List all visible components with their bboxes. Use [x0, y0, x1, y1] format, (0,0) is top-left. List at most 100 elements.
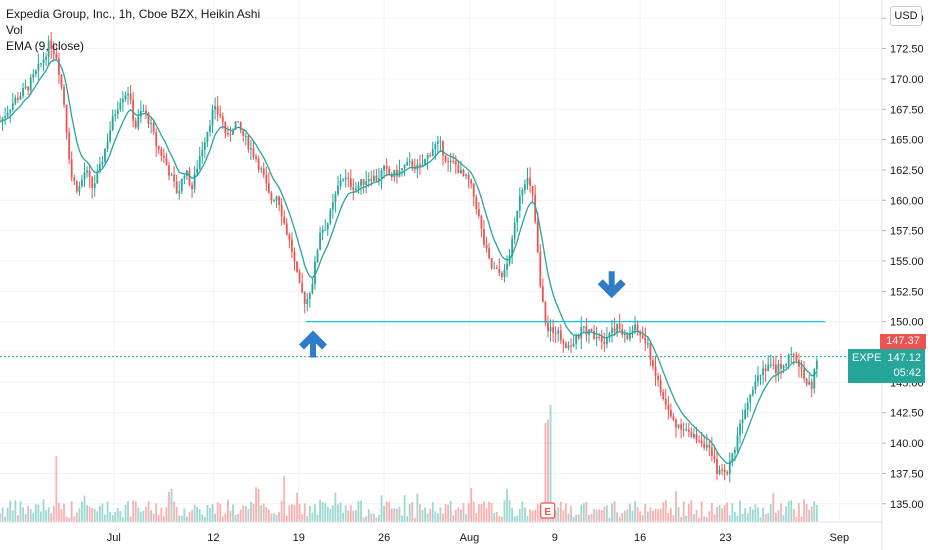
candle-body[interactable]	[652, 360, 654, 367]
candle-body[interactable]	[431, 149, 434, 157]
legend-ema[interactable]: EMA (9, close)	[6, 39, 85, 53]
candle-body[interactable]	[280, 204, 283, 217]
candle-body[interactable]	[649, 343, 652, 361]
candle-body[interactable]	[326, 223, 329, 230]
candle-body[interactable]	[654, 366, 657, 376]
candle-body[interactable]	[214, 106, 216, 110]
candle-body[interactable]	[168, 165, 170, 176]
candle-body[interactable]	[790, 353, 793, 355]
candle-body[interactable]	[421, 165, 424, 167]
candle-body[interactable]	[188, 170, 191, 186]
candle-body[interactable]	[372, 175, 375, 181]
candle-body[interactable]	[429, 155, 432, 157]
candle-body[interactable]	[690, 431, 693, 438]
candle-body[interactable]	[242, 130, 245, 137]
candle-body[interactable]	[234, 121, 237, 130]
candle-body[interactable]	[288, 234, 291, 240]
candle-body[interactable]	[337, 185, 339, 195]
candle-body[interactable]	[70, 159, 73, 178]
candle-body[interactable]	[529, 177, 531, 186]
candle-body[interactable]	[375, 175, 378, 181]
candle-body[interactable]	[749, 394, 752, 403]
down-arrow-icon[interactable]	[597, 271, 626, 299]
candle-body[interactable]	[342, 179, 345, 181]
candle-body[interactable]	[227, 132, 229, 135]
candle-body[interactable]	[500, 272, 503, 277]
candle-body[interactable]	[232, 129, 234, 135]
candle-body[interactable]	[265, 174, 268, 184]
candle-body[interactable]	[744, 409, 747, 420]
candle-body[interactable]	[769, 364, 772, 366]
candle-body[interactable]	[93, 183, 96, 189]
candle-body[interactable]	[787, 354, 790, 364]
candle-body[interactable]	[196, 168, 199, 174]
candle-body[interactable]	[675, 419, 677, 428]
candle-body[interactable]	[370, 179, 373, 181]
candle-body[interactable]	[275, 196, 278, 201]
candle-body[interactable]	[329, 209, 332, 224]
candle-body[interactable]	[623, 334, 626, 336]
candle-body[interactable]	[739, 423, 741, 436]
candle-body[interactable]	[698, 440, 700, 442]
candle-body[interactable]	[603, 341, 606, 345]
candle-body[interactable]	[757, 375, 759, 382]
candle-body[interactable]	[211, 109, 214, 126]
candle-body[interactable]	[239, 122, 242, 131]
candle-body[interactable]	[562, 340, 565, 344]
candle-body[interactable]	[29, 77, 32, 91]
candle-body[interactable]	[6, 112, 9, 117]
candle-body[interactable]	[741, 419, 744, 424]
candle-body[interactable]	[1, 117, 4, 122]
candle-body[interactable]	[657, 375, 659, 381]
candle-body[interactable]	[250, 148, 252, 150]
candle-body[interactable]	[426, 155, 429, 160]
candle-body[interactable]	[24, 86, 27, 88]
candle-body[interactable]	[631, 330, 634, 334]
candle-body[interactable]	[170, 174, 173, 176]
candle-body[interactable]	[687, 429, 690, 432]
candle-body[interactable]	[403, 165, 406, 169]
candle-body[interactable]	[396, 169, 398, 177]
candle-body[interactable]	[98, 164, 101, 173]
candle-body[interactable]	[142, 110, 145, 112]
candle-body[interactable]	[81, 179, 83, 187]
candle-body[interactable]	[554, 333, 557, 335]
candle-body[interactable]	[815, 360, 818, 370]
candle-body[interactable]	[47, 40, 50, 57]
candle-body[interactable]	[539, 252, 542, 287]
candle-body[interactable]	[201, 149, 204, 157]
candle-body[interactable]	[419, 164, 421, 167]
candle-body[interactable]	[805, 378, 808, 385]
candle-body[interactable]	[682, 429, 685, 431]
currency-label[interactable]: USD	[890, 6, 922, 26]
candle-body[interactable]	[590, 329, 593, 332]
candle-body[interactable]	[75, 181, 78, 192]
candle-body[interactable]	[34, 70, 37, 75]
candle-body[interactable]	[723, 469, 726, 472]
candle-body[interactable]	[708, 444, 711, 448]
candle-body[interactable]	[244, 135, 247, 137]
candle-body[interactable]	[40, 63, 42, 65]
candle-body[interactable]	[316, 250, 319, 262]
candle-body[interactable]	[293, 251, 296, 262]
candle-body[interactable]	[129, 93, 132, 100]
candle-body[interactable]	[593, 331, 595, 339]
candle-body[interactable]	[301, 282, 304, 293]
candle-body[interactable]	[616, 323, 619, 333]
candle-body[interactable]	[260, 168, 263, 170]
candle-body[interactable]	[73, 177, 76, 182]
candle-body[interactable]	[339, 180, 342, 186]
candle-body[interactable]	[252, 148, 255, 157]
candles[interactable]	[0, 31, 818, 483]
candle-body[interactable]	[585, 326, 588, 335]
candle-body[interactable]	[9, 109, 12, 113]
candle-body[interactable]	[508, 256, 511, 264]
candle-body[interactable]	[160, 149, 163, 156]
candle-body[interactable]	[475, 197, 478, 209]
candle-body[interactable]	[641, 335, 644, 338]
candle-body[interactable]	[237, 121, 240, 123]
candle-body[interactable]	[378, 178, 380, 181]
candle-body[interactable]	[55, 54, 58, 59]
candle-body[interactable]	[772, 364, 775, 366]
earnings-marker[interactable]: E	[540, 502, 556, 519]
